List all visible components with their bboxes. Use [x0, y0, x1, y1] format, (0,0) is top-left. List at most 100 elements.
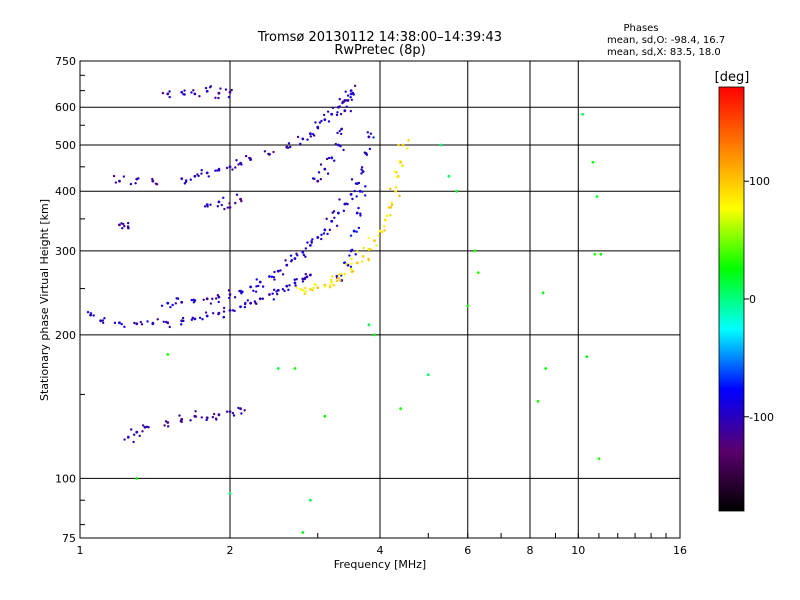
data-point	[355, 195, 358, 198]
data-point	[344, 90, 347, 93]
data-point	[143, 425, 147, 429]
data-point	[121, 226, 124, 230]
data-point	[447, 174, 451, 178]
data-point	[400, 164, 404, 168]
data-point	[254, 290, 258, 293]
data-point	[372, 136, 375, 139]
data-point	[346, 202, 349, 206]
data-point	[312, 134, 316, 137]
data-point	[267, 152, 270, 156]
data-point	[289, 254, 293, 257]
data-point	[258, 297, 262, 301]
data-point	[283, 289, 286, 293]
data-point	[349, 109, 352, 113]
data-point	[200, 172, 203, 175]
data-point	[201, 318, 204, 321]
data-point	[244, 301, 247, 305]
data-point	[203, 205, 207, 208]
data-point	[141, 424, 145, 427]
data-point	[541, 291, 545, 295]
data-point	[230, 88, 233, 92]
data-point	[224, 88, 228, 91]
data-point	[205, 297, 209, 301]
data-point	[279, 269, 282, 272]
data-point	[363, 194, 367, 197]
data-point	[216, 205, 220, 208]
data-point	[206, 205, 209, 208]
data-point	[439, 143, 443, 147]
data-point	[331, 106, 335, 110]
data-point	[198, 94, 201, 98]
data-point	[301, 277, 305, 281]
data-point	[357, 206, 360, 210]
data-point	[205, 416, 209, 420]
y-tick-label: 75	[62, 532, 76, 545]
data-point	[383, 229, 386, 232]
data-point	[317, 171, 321, 174]
data-point	[358, 189, 362, 193]
data-point	[156, 318, 159, 321]
data-point	[593, 252, 597, 256]
data-point	[301, 137, 305, 141]
data-point	[330, 280, 334, 284]
data-point	[581, 112, 584, 116]
x-tick-label: 10	[571, 544, 585, 557]
data-point	[327, 120, 331, 123]
data-point	[407, 139, 410, 142]
data-point	[325, 157, 329, 161]
data-point	[309, 135, 313, 138]
data-point	[353, 84, 357, 88]
x-tick-label: 1	[77, 544, 84, 557]
data-point	[228, 293, 232, 296]
data-point	[204, 86, 208, 90]
data-point	[161, 91, 165, 95]
data-point	[168, 90, 171, 93]
x-tick-label: 6	[464, 544, 471, 557]
data-point	[239, 197, 242, 201]
data-point	[261, 285, 265, 288]
data-point	[330, 112, 334, 116]
data-point	[359, 212, 362, 215]
data-point	[103, 317, 106, 320]
data-point	[216, 169, 219, 172]
data-point	[316, 127, 320, 130]
data-point	[536, 400, 540, 403]
data-point	[166, 301, 170, 305]
data-point	[334, 142, 338, 146]
data-point	[167, 425, 170, 428]
data-point	[290, 258, 294, 262]
data-point	[375, 244, 378, 247]
data-point	[234, 166, 237, 169]
data-point	[180, 90, 184, 94]
data-point	[361, 255, 365, 258]
data-point	[367, 323, 371, 327]
data-point	[272, 288, 276, 292]
data-point	[310, 241, 313, 244]
data-point	[342, 261, 346, 265]
data-point	[228, 165, 232, 169]
data-point	[225, 166, 229, 170]
data-point	[268, 293, 271, 296]
data-point	[365, 153, 369, 156]
data-point	[176, 297, 180, 300]
data-point	[217, 413, 221, 417]
data-point	[332, 283, 336, 287]
data-point	[301, 288, 305, 292]
data-point	[225, 410, 229, 413]
data-point	[164, 420, 168, 423]
data-point	[211, 415, 215, 419]
data-point	[246, 299, 250, 302]
data-point	[214, 96, 217, 99]
data-point	[338, 129, 341, 133]
data-point	[350, 262, 353, 265]
data-point	[345, 105, 348, 108]
data-point	[192, 89, 195, 92]
data-point	[258, 280, 262, 284]
data-point	[233, 296, 237, 299]
data-point	[349, 192, 353, 196]
data-point	[330, 219, 334, 223]
data-point	[183, 182, 187, 185]
data-point	[338, 97, 341, 101]
data-point	[228, 90, 232, 94]
data-point	[228, 205, 232, 209]
